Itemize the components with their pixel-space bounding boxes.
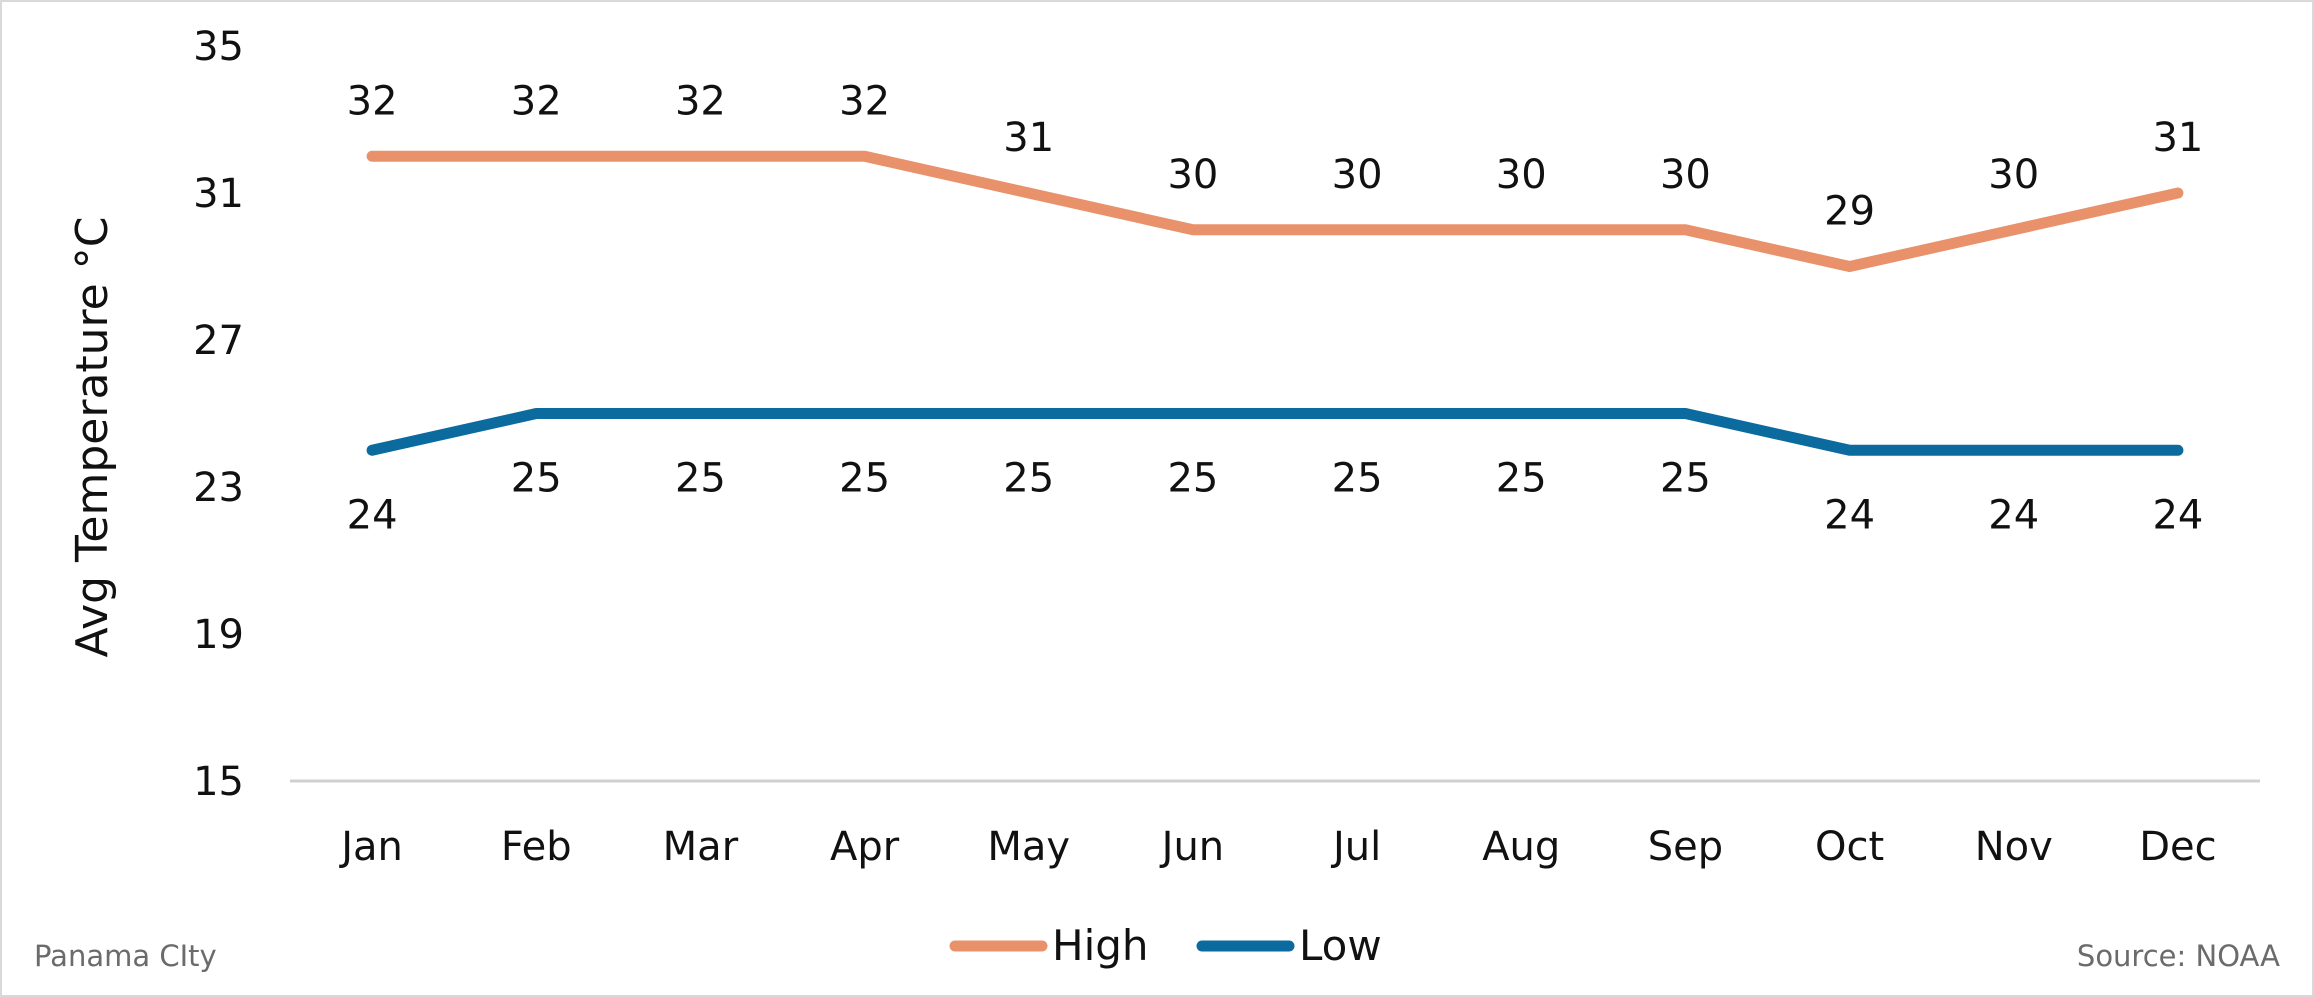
y-tick-label: 15 [193,759,244,805]
data-label-high: 30 [1332,152,1383,198]
data-label-low: 24 [2152,492,2203,538]
y-axis-title: Avg Temperature °C [67,217,118,658]
legend: High Low [949,921,1382,970]
data-label-low: 25 [1660,456,1711,502]
y-tick-label: 27 [193,318,244,364]
data-label-low: 24 [347,492,398,538]
x-tick-label: May [987,824,1070,870]
series-line-high [366,150,2184,272]
x-tick-label: Jul [1330,824,1381,870]
data-label-high: 32 [511,78,562,124]
legend-label-low: Low [1299,921,1382,970]
data-label-low: 25 [839,456,890,502]
data-label-high: 30 [1660,152,1711,198]
data-label-high: 30 [1496,152,1547,198]
data-label-high: 32 [347,78,398,124]
x-tick-label: Aug [1482,824,1560,870]
x-tick-label: Oct [1815,824,1884,870]
series-lines [366,150,2184,456]
data-label-low: 25 [1332,456,1383,502]
x-tick-label: Mar [663,824,739,870]
data-label-high: 30 [1167,152,1218,198]
data-label-low: 25 [511,456,562,502]
x-tick-labels: Jan Feb Mar Apr May Jun Jul Aug Sep Oct Nov Dec [338,824,2216,870]
data-label-low: 25 [675,456,726,502]
y-tick-label: 19 [193,612,244,658]
x-tick-label: Dec [2139,824,2216,870]
data-label-low: 25 [1167,456,1218,502]
y-tick-label: 31 [193,171,244,217]
series-line-low [366,408,2184,456]
x-tick-label: Sep [1648,824,1723,870]
source-note: Source: NOAA [2076,939,2280,973]
data-label-high: 32 [839,78,890,124]
data-label-low: 24 [1824,492,1875,538]
data-label-high: 30 [1988,152,2039,198]
x-tick-label: Nov [1975,824,2053,870]
x-tick-label: Feb [501,824,572,870]
data-label-low: 25 [1003,456,1054,502]
y-tick-label: 35 [193,24,244,70]
data-label-high: 31 [1003,115,1054,161]
data-label-low: 25 [1496,456,1547,502]
data-label-high: 32 [675,78,726,124]
legend-label-high: High [1052,921,1149,970]
data-labels: 32 32 32 32 31 30 30 30 30 29 30 31 24 25 25 25 25 25 25 25… [347,78,2204,538]
data-label-high: 31 [2152,115,2203,161]
x-tick-label: Apr [830,824,900,870]
x-tick-label: Jan [338,824,403,870]
y-tick-labels: 15 19 23 27 31 35 [193,24,244,805]
x-tick-label: Jun [1159,824,1225,870]
location-note: Panama CIty [34,939,217,973]
data-label-high: 29 [1824,189,1875,235]
y-tick-label: 23 [193,465,244,511]
data-label-low: 24 [1988,492,2039,538]
